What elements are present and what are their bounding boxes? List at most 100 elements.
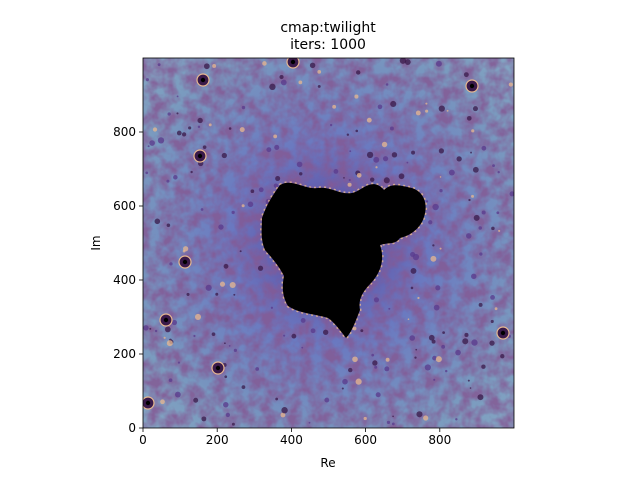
fractal-speck (329, 123, 333, 127)
fractal-speck (157, 137, 165, 144)
fractal-speck (349, 150, 352, 153)
fractal-speck (221, 152, 227, 159)
fractal-speck (466, 116, 472, 121)
fractal-speck (280, 412, 286, 418)
fractal-speck (193, 397, 199, 403)
x-tick-label: 800 (428, 433, 451, 447)
fractal-speck (438, 105, 445, 112)
minibrot-core (197, 153, 203, 159)
fractal-speck (147, 145, 150, 148)
fractal-speck (415, 110, 421, 116)
fractal-speck (167, 112, 171, 116)
minibrot-core (469, 83, 475, 89)
fractal-speck (283, 334, 286, 337)
fractal-speck (239, 127, 245, 133)
fractal-speck (509, 191, 514, 197)
fractal-speck (275, 397, 279, 401)
chart-title-line-1: cmap:twilight (280, 20, 376, 36)
fractal-speck (481, 364, 486, 369)
fractal-speck (201, 416, 207, 422)
fractal-speck (479, 252, 483, 256)
fractal-speck (223, 402, 229, 408)
fractal-speck (352, 356, 358, 363)
fractal-speck (168, 378, 173, 383)
fractal-speck (432, 355, 437, 361)
fractal-speck (415, 348, 418, 351)
fractal-speck (274, 144, 280, 150)
fractal-speck (412, 253, 420, 261)
fractal-speck (298, 80, 303, 85)
fractal-speck (225, 412, 231, 418)
fractal-speck (472, 166, 479, 173)
minibrot-core (290, 59, 296, 65)
chart-title-line-2: iters: 1000 (290, 37, 366, 53)
fractal-speck (470, 151, 472, 154)
fractal-speck (411, 150, 416, 155)
fractal-speck (477, 394, 484, 401)
fractal-speck (377, 104, 383, 110)
fractal-speck (414, 356, 417, 359)
fractal-speck (372, 360, 378, 366)
boundary-halo (260, 181, 428, 341)
fractal-speck (439, 247, 442, 250)
fractal-speck (223, 263, 229, 269)
fractal-speck (343, 177, 345, 179)
fractal-speck (417, 296, 420, 300)
fractal-speck (463, 72, 469, 78)
fractal-speck (269, 83, 276, 91)
fractal-speck (424, 364, 431, 371)
fractal-speck (391, 152, 398, 158)
fractal-speck (317, 69, 322, 74)
fractal-speck (169, 262, 173, 266)
fractal-speck (390, 100, 397, 108)
fractal-speck (346, 133, 350, 136)
fractal-speck (481, 145, 487, 151)
fractal-speck (462, 338, 469, 345)
fractal-speck (468, 198, 471, 202)
fractal-speck (425, 102, 428, 105)
fractal-speck (181, 132, 187, 137)
fractal-speck (500, 354, 505, 359)
fractal-speck (385, 357, 390, 362)
y-tick-label: 400 (113, 273, 136, 287)
fractal-speck (257, 265, 264, 271)
fractal-speck (446, 109, 449, 112)
fractal-speck (374, 365, 378, 369)
fractal-speck (203, 63, 210, 70)
fractal-speck (322, 329, 329, 335)
fractal-speck (371, 353, 375, 357)
fractal-speck (255, 367, 260, 371)
fractal-speck (404, 59, 411, 65)
fractal-speck (433, 304, 440, 311)
fractal-speck (186, 292, 190, 296)
x-tick-label: 0 (139, 433, 147, 447)
fractal-speck (300, 318, 306, 323)
minibrot-core (145, 400, 151, 406)
fractal-speck (308, 421, 311, 424)
fractal-speck (301, 346, 304, 349)
fractal-speck (173, 175, 178, 180)
x-axis-label: Re (320, 456, 335, 470)
fractal-speck (228, 127, 232, 130)
y-tick-label: 200 (113, 347, 136, 361)
axes-frame (142, 57, 515, 429)
fractal-speck (492, 164, 495, 168)
fractal-speck (384, 366, 390, 372)
fractal-speck (391, 422, 395, 426)
fractal-speck (455, 418, 458, 421)
fractal-speck (472, 106, 478, 112)
fractal-speck (347, 182, 352, 187)
fractal-speck (194, 313, 202, 320)
fractal-image (143, 58, 514, 428)
fractal-speck (370, 177, 375, 182)
fractal-speck (467, 379, 470, 382)
fractal-speck (481, 210, 486, 215)
fractal-speck (455, 349, 461, 356)
fractal-speck (174, 391, 181, 398)
y-tick-label: 800 (113, 125, 136, 139)
fractal-speck (160, 399, 165, 405)
fractal-speck (219, 281, 226, 287)
fractal-speck (197, 125, 201, 129)
fractal-speck (410, 267, 417, 274)
